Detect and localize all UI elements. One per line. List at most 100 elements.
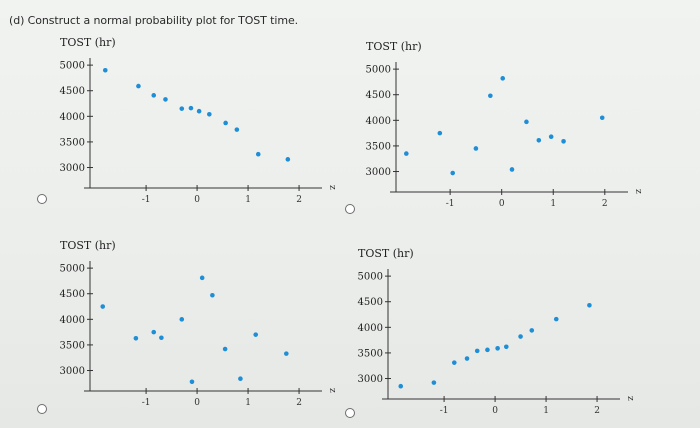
y-tick-label: 3500 [358, 348, 383, 359]
y-tick-label: 3000 [366, 167, 391, 178]
data-point [485, 347, 490, 353]
data-point [536, 137, 542, 143]
y-tick-label: 3500 [60, 340, 85, 351]
data-point [587, 303, 592, 308]
data-point [163, 97, 168, 102]
data-point [451, 360, 457, 365]
y-axis-label: TOST (hr) [60, 36, 116, 49]
data-point [285, 157, 291, 162]
data-point [599, 115, 605, 121]
data-point [450, 170, 456, 176]
x-tick-label: 2 [296, 195, 302, 205]
data-point [199, 275, 205, 281]
data-point [238, 376, 243, 382]
data-point [500, 76, 506, 81]
data-point [437, 130, 443, 136]
data-point [253, 332, 259, 337]
data-point [179, 317, 185, 322]
data-point [210, 292, 215, 298]
data-point [524, 119, 529, 125]
data-point [196, 108, 202, 114]
x-axis-label: z [327, 388, 337, 393]
y-tick-label: 5000 [366, 65, 391, 76]
data-point [488, 93, 493, 99]
data-point [495, 346, 500, 351]
radio-option-c[interactable] [37, 404, 47, 414]
data-point [518, 334, 523, 339]
data-point [102, 67, 108, 73]
data-point [529, 328, 535, 333]
x-axis-label: z [625, 396, 635, 401]
x-axis-label: z [327, 185, 337, 190]
y-tick-label: 5000 [60, 61, 85, 72]
y-tick-label: 4000 [366, 116, 391, 127]
data-point [222, 346, 228, 352]
data-point [189, 379, 195, 385]
x-tick-label: 1 [543, 406, 549, 416]
x-tick-label: -1 [446, 199, 455, 209]
y-tick-label: 4000 [358, 323, 383, 334]
y-tick-label: 5000 [60, 264, 85, 275]
x-tick-label: 0 [499, 199, 505, 209]
plot-option-d: TOST (hr) 3000 3500 4000 4500 5000 -1 0 1 2 z [350, 245, 640, 427]
x-tick-label: -1 [142, 195, 151, 205]
y-tick-label: 4500 [60, 86, 85, 97]
data-point [553, 316, 559, 322]
data-point [179, 106, 185, 111]
data-point [136, 83, 141, 89]
x-tick-label: 2 [594, 406, 600, 416]
x-axis-label: z [633, 189, 643, 194]
scatter-plot: TOST (hr) 3000 3500 4000 4500 5000 -1 0 1 2 z [366, 40, 643, 209]
x-tick-label: 0 [492, 406, 498, 416]
y-tick-label: 4500 [60, 289, 85, 300]
y-axis-label: TOST (hr) [358, 247, 414, 260]
y-tick-label: 3000 [60, 366, 85, 377]
data-point [207, 111, 212, 117]
data-point [255, 151, 261, 157]
x-tick-label: 0 [194, 398, 200, 408]
data-point [548, 134, 554, 140]
plot-option-c: TOST (hr) 3000 3500 4000 4500 5000 -1 0 1 2 z [52, 237, 342, 419]
data-point [159, 335, 164, 341]
scatter-plot: TOST (hr) 3000 3500 4000 4500 5000 -1 0 1 2 z [60, 239, 337, 408]
y-axis-label: TOST (hr) [366, 40, 422, 53]
radio-option-b[interactable] [345, 204, 355, 214]
data-point [503, 344, 509, 350]
x-tick-label: 2 [296, 398, 302, 408]
data-point [151, 329, 157, 335]
y-tick-label: 3000 [358, 374, 383, 385]
x-tick-label: 1 [550, 199, 556, 209]
y-tick-label: 5000 [358, 272, 383, 283]
x-tick-label: -1 [142, 398, 151, 408]
data-point [473, 146, 479, 151]
y-tick-label: 4000 [60, 315, 85, 326]
data-point [151, 93, 157, 98]
scatter-plot: TOST (hr) 3000 3500 4000 4500 5000 -1 0 1 2 z [60, 36, 337, 205]
y-tick-label: 3500 [366, 141, 391, 152]
y-axis-label: TOST (hr) [60, 239, 116, 252]
x-tick-label: -1 [440, 406, 449, 416]
x-tick-label: 0 [194, 195, 200, 205]
x-tick-label: 2 [602, 199, 608, 209]
data-point [284, 351, 289, 356]
data-point [509, 167, 515, 172]
y-tick-label: 3000 [60, 163, 85, 174]
data-point [474, 348, 480, 354]
plot-option-b: TOST (hr) 3000 3500 4000 4500 5000 -1 0 1 2 z [358, 38, 648, 220]
radio-option-d[interactable] [345, 408, 355, 418]
data-point [561, 139, 566, 144]
y-tick-label: 3500 [60, 137, 85, 148]
x-tick-label: 1 [245, 398, 251, 408]
radio-option-a[interactable] [37, 194, 47, 204]
data-point [234, 127, 240, 132]
data-point [223, 120, 228, 126]
data-point [100, 304, 106, 309]
scatter-plot: TOST (hr) 3000 3500 4000 4500 5000 -1 0 1 2 z [358, 247, 635, 416]
x-tick-label: 1 [245, 195, 251, 205]
data-point [404, 151, 409, 156]
y-tick-label: 4000 [60, 112, 85, 123]
y-tick-label: 4500 [366, 90, 391, 101]
data-point [464, 356, 470, 361]
plot-option-a: TOST (hr) 3000 3500 4000 4500 5000 -1 0 1 2 z [52, 34, 342, 216]
data-point [133, 335, 139, 341]
